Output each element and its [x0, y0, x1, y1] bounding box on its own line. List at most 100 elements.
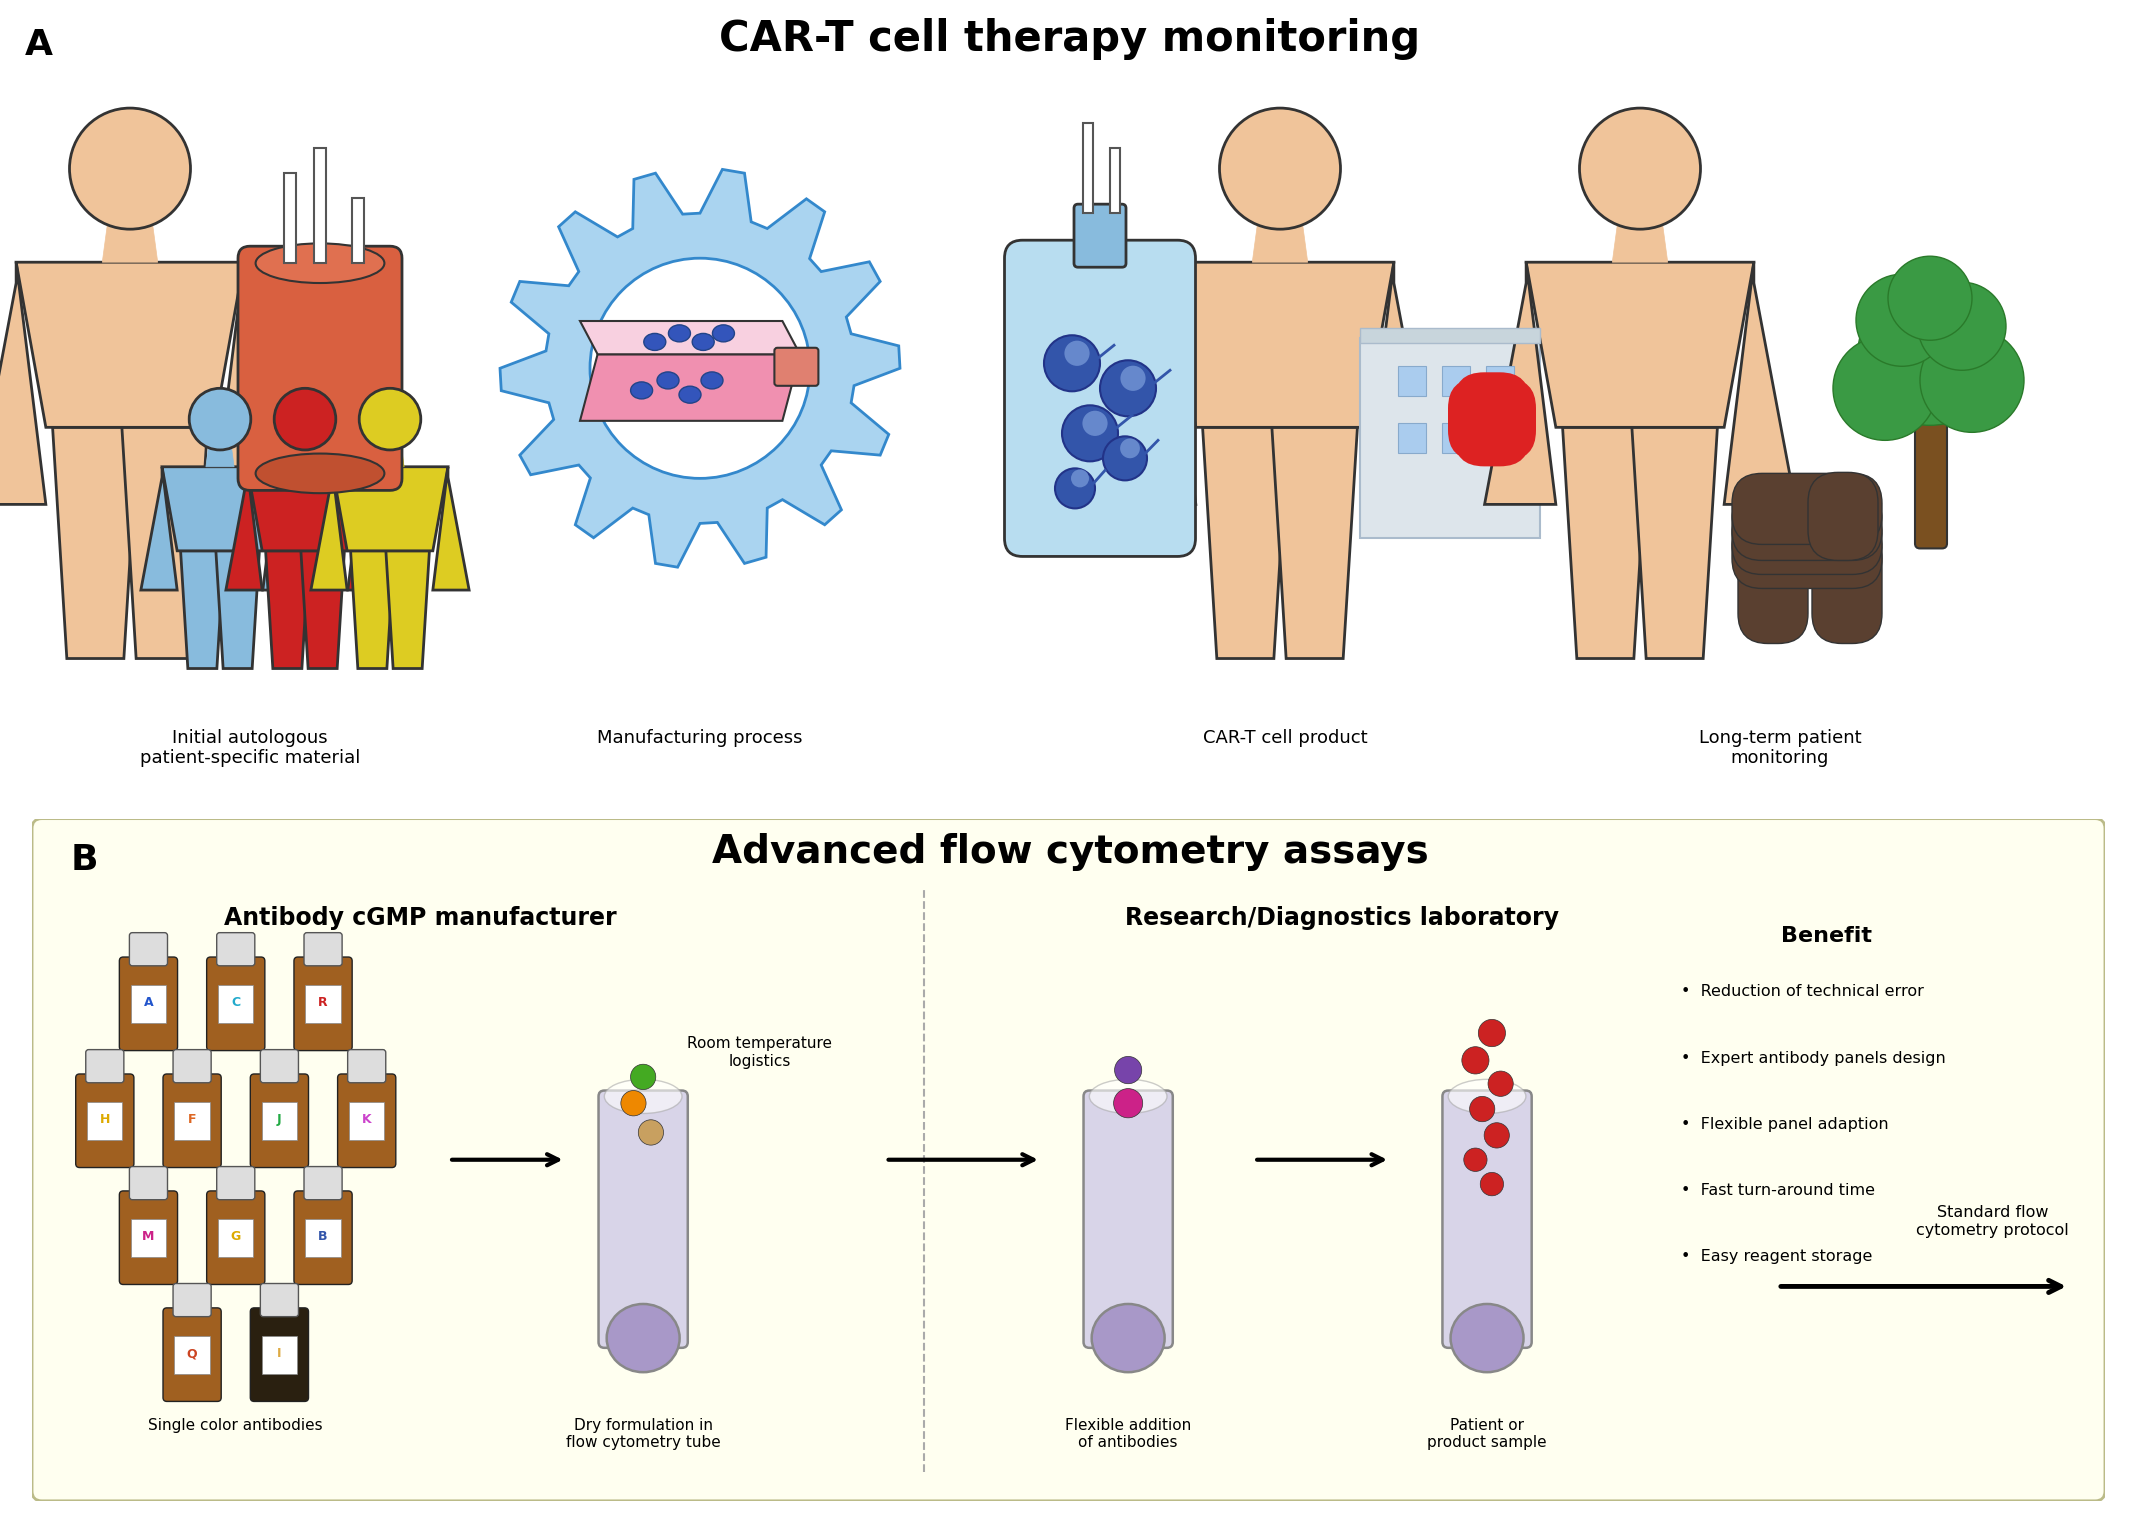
Circle shape: [1919, 282, 2007, 370]
Text: CAR-T cell therapy monitoring: CAR-T cell therapy monitoring: [720, 18, 1421, 61]
FancyBboxPatch shape: [261, 1049, 299, 1082]
Text: I: I: [278, 1348, 282, 1360]
Text: •  Expert antibody panels design: • Expert antibody panels design: [1682, 1051, 1947, 1066]
Circle shape: [639, 1120, 662, 1145]
FancyBboxPatch shape: [120, 957, 177, 1051]
Polygon shape: [348, 467, 385, 590]
FancyBboxPatch shape: [1083, 123, 1092, 214]
Circle shape: [1857, 282, 2002, 426]
Polygon shape: [205, 444, 235, 467]
FancyBboxPatch shape: [1004, 240, 1195, 556]
FancyBboxPatch shape: [1359, 338, 1541, 538]
Ellipse shape: [1451, 1304, 1524, 1372]
FancyBboxPatch shape: [303, 1167, 342, 1199]
Text: F: F: [188, 1113, 197, 1126]
Circle shape: [274, 388, 336, 450]
Polygon shape: [53, 428, 139, 658]
Text: G: G: [231, 1231, 241, 1243]
FancyBboxPatch shape: [306, 1219, 340, 1257]
Polygon shape: [434, 467, 470, 590]
Polygon shape: [227, 467, 263, 590]
Polygon shape: [1167, 262, 1393, 428]
FancyBboxPatch shape: [175, 1102, 209, 1140]
FancyBboxPatch shape: [1359, 329, 1541, 343]
Circle shape: [1887, 256, 1972, 340]
FancyBboxPatch shape: [175, 1336, 209, 1373]
Text: Single color antibodies: Single color antibodies: [147, 1417, 323, 1433]
Circle shape: [1220, 108, 1340, 229]
Polygon shape: [248, 467, 363, 550]
Polygon shape: [387, 550, 430, 669]
Polygon shape: [291, 444, 318, 467]
FancyBboxPatch shape: [75, 1073, 135, 1167]
Text: Flexible addition
of antibodies: Flexible addition of antibodies: [1064, 1417, 1190, 1451]
Polygon shape: [1363, 262, 1436, 505]
Polygon shape: [122, 428, 207, 658]
Text: Benefit: Benefit: [1780, 926, 1872, 946]
Circle shape: [1464, 1148, 1487, 1172]
FancyBboxPatch shape: [173, 1284, 212, 1316]
Polygon shape: [1252, 218, 1308, 262]
Polygon shape: [265, 550, 310, 669]
Polygon shape: [1485, 262, 1556, 505]
Circle shape: [1834, 337, 1936, 440]
Ellipse shape: [256, 453, 385, 493]
FancyBboxPatch shape: [1442, 1090, 1532, 1348]
Polygon shape: [17, 262, 244, 428]
Circle shape: [71, 108, 190, 229]
FancyBboxPatch shape: [261, 1284, 299, 1316]
Circle shape: [1487, 1070, 1513, 1096]
Circle shape: [190, 388, 250, 450]
Circle shape: [1045, 335, 1101, 391]
Polygon shape: [331, 467, 449, 550]
FancyBboxPatch shape: [85, 1049, 124, 1082]
Ellipse shape: [669, 324, 690, 343]
FancyBboxPatch shape: [32, 819, 2105, 1501]
Text: Dry formulation in
flow cytometry tube: Dry formulation in flow cytometry tube: [566, 1417, 720, 1451]
FancyBboxPatch shape: [1109, 149, 1120, 214]
FancyBboxPatch shape: [218, 1219, 254, 1257]
FancyBboxPatch shape: [774, 347, 818, 385]
Circle shape: [1460, 388, 1524, 452]
FancyBboxPatch shape: [1737, 529, 1808, 643]
Text: M: M: [143, 1231, 154, 1243]
FancyBboxPatch shape: [207, 1192, 265, 1284]
Text: A: A: [143, 996, 154, 1010]
Text: B: B: [318, 1231, 327, 1243]
FancyBboxPatch shape: [348, 1102, 385, 1140]
Text: Patient or
product sample: Patient or product sample: [1428, 1417, 1547, 1451]
Circle shape: [1481, 1172, 1504, 1196]
FancyBboxPatch shape: [314, 149, 327, 264]
Polygon shape: [1725, 262, 1795, 505]
Ellipse shape: [692, 334, 714, 350]
FancyBboxPatch shape: [284, 173, 297, 264]
Circle shape: [1116, 1057, 1141, 1084]
Circle shape: [1479, 1019, 1504, 1046]
Ellipse shape: [1092, 1304, 1165, 1372]
Circle shape: [630, 1064, 656, 1090]
Circle shape: [1462, 1046, 1489, 1073]
FancyBboxPatch shape: [1731, 473, 1883, 544]
FancyBboxPatch shape: [1083, 1090, 1173, 1348]
Polygon shape: [1272, 428, 1357, 658]
Circle shape: [1103, 437, 1148, 481]
Polygon shape: [579, 321, 799, 355]
FancyBboxPatch shape: [130, 932, 167, 966]
Polygon shape: [1633, 428, 1718, 658]
Polygon shape: [263, 467, 299, 590]
Text: Manufacturing process: Manufacturing process: [596, 729, 804, 746]
Text: CAR-T cell product: CAR-T cell product: [1203, 729, 1368, 746]
FancyBboxPatch shape: [1485, 367, 1513, 396]
Text: Advanced flow cytometry assays: Advanced flow cytometry assays: [712, 834, 1428, 872]
Polygon shape: [1124, 262, 1197, 505]
FancyBboxPatch shape: [1731, 490, 1883, 561]
Polygon shape: [376, 444, 404, 467]
Circle shape: [1919, 329, 2024, 432]
FancyBboxPatch shape: [1808, 473, 1878, 561]
FancyBboxPatch shape: [237, 246, 402, 490]
FancyBboxPatch shape: [1398, 367, 1425, 396]
Polygon shape: [141, 467, 177, 590]
Text: B: B: [71, 843, 98, 876]
Text: Room temperature
logistics: Room temperature logistics: [688, 1037, 831, 1069]
FancyBboxPatch shape: [130, 1167, 167, 1199]
